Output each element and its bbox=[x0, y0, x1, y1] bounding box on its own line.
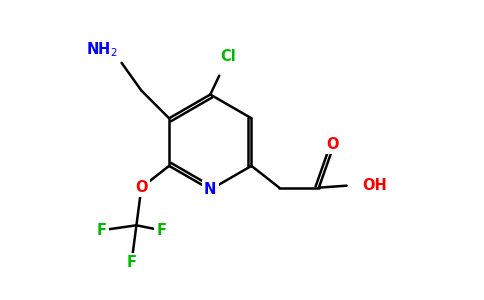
Text: F: F bbox=[97, 223, 107, 238]
Text: F: F bbox=[126, 255, 136, 270]
Text: N: N bbox=[204, 182, 216, 197]
Text: F: F bbox=[156, 223, 166, 238]
Text: O: O bbox=[327, 136, 339, 152]
Text: NH$_2$: NH$_2$ bbox=[86, 40, 118, 59]
Text: O: O bbox=[135, 180, 148, 195]
Text: Cl: Cl bbox=[220, 50, 236, 64]
Text: OH: OH bbox=[363, 178, 387, 193]
